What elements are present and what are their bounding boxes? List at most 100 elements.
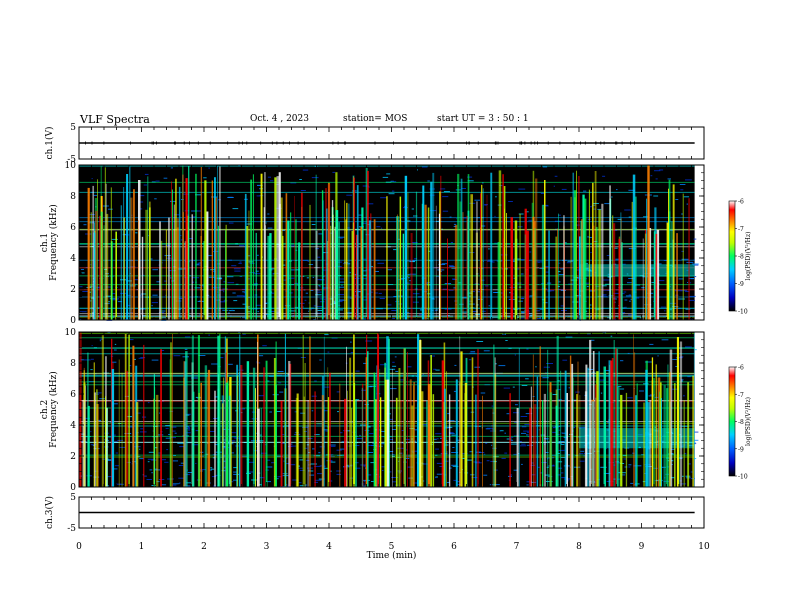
noise-speck (377, 262, 385, 264)
noise-speck (685, 179, 692, 181)
sferic-streak (365, 168, 368, 320)
noise-speck (302, 426, 309, 428)
sferic-streak (105, 396, 106, 487)
noise-speck (289, 310, 296, 312)
sferic-streak (618, 238, 621, 320)
noise-speck (526, 431, 529, 433)
noise-speck (298, 482, 302, 484)
noise-speck (391, 190, 395, 192)
sferic-streak (133, 189, 135, 320)
sferic-streak (615, 348, 617, 487)
sferic-streak (529, 407, 532, 487)
noise-speck (142, 474, 144, 476)
sferic-streak (533, 404, 537, 487)
noise-speck (361, 278, 367, 280)
noise-speck (318, 285, 321, 287)
noise-speck (214, 396, 219, 398)
sferic-streak (542, 400, 544, 487)
noise-speck (138, 357, 143, 359)
sferic-streak (104, 167, 106, 320)
noise-speck (519, 259, 526, 260)
noise-speck (179, 446, 185, 448)
sferic-streak (136, 402, 139, 487)
sferic-streak (547, 349, 549, 487)
sferic-streak (182, 212, 184, 320)
noise-speck (521, 385, 528, 386)
sferic-streak (603, 366, 606, 487)
noise-speck (509, 474, 513, 476)
noise-speck (309, 474, 315, 476)
sferic-streak (620, 394, 623, 487)
noise-speck (218, 309, 221, 311)
noise-speck (511, 443, 517, 445)
sferic-streak (177, 218, 179, 320)
noise-speck (666, 457, 672, 459)
noise-speck (398, 452, 403, 454)
sferic-streak (184, 361, 187, 487)
noise-speck (552, 394, 558, 395)
x-tick-label: 5 (389, 542, 395, 552)
noise-speck (405, 260, 411, 262)
sferic-streak (375, 399, 377, 487)
noise-speck (600, 466, 607, 468)
noise-speck (363, 465, 366, 467)
noise-speck (674, 290, 682, 292)
sferic-streak (101, 219, 103, 320)
sferic-streak (655, 364, 657, 487)
noise-speck (242, 291, 245, 293)
noise-speck (561, 432, 567, 434)
sferic-streak (443, 388, 446, 487)
sferic-streak (129, 166, 131, 320)
y-tick-label: 4 (70, 421, 76, 431)
sferic-streak (651, 357, 654, 487)
noise-speck (655, 178, 658, 180)
noise-speck (173, 355, 181, 357)
colorbar-tick-label: -9 (738, 281, 744, 288)
noise-speck (308, 302, 311, 304)
noise-speck (444, 308, 452, 310)
sferic-streak (149, 201, 151, 320)
sferic-streak (581, 219, 584, 320)
noise-speck (160, 350, 165, 351)
noise-speck (219, 357, 224, 359)
sferic-streak (647, 165, 650, 320)
noise-speck (436, 473, 444, 475)
noise-speck (196, 210, 202, 212)
sferic-streak (503, 186, 506, 320)
noise-speck (513, 412, 519, 414)
noise-speck (299, 485, 304, 487)
sferic-streak (663, 385, 666, 487)
noise-speck (217, 291, 219, 293)
noise-speck (340, 237, 343, 239)
sferic-streak (395, 397, 398, 487)
noise-speck (561, 188, 567, 190)
sferic-streak (106, 213, 109, 320)
sferic-streak (672, 184, 675, 320)
noise-speck (692, 431, 699, 433)
sferic-streak (246, 361, 250, 487)
sferic-streak (301, 192, 303, 320)
noise-speck (518, 188, 526, 190)
sferic-streak (579, 395, 581, 487)
sferic-streak (275, 341, 277, 487)
noise-speck (422, 480, 425, 482)
noise-speck (411, 242, 418, 243)
noise-speck (390, 180, 394, 182)
noise-speck (280, 442, 286, 444)
sferic-streak (130, 197, 133, 320)
sferic-streak (373, 219, 376, 320)
sferic-streak (90, 212, 92, 320)
y-tick-label: 2 (70, 285, 76, 295)
noise-speck (654, 426, 657, 428)
sferic-streak (665, 388, 669, 487)
sferic-streak (198, 392, 200, 487)
noise-speck (312, 448, 315, 450)
noise-speck (90, 358, 94, 360)
noise-speck (171, 426, 177, 428)
noise-speck (484, 204, 487, 206)
noise-speck (112, 403, 118, 405)
noise-speck (579, 460, 585, 462)
noise-speck (140, 294, 142, 296)
noise-speck (177, 442, 185, 444)
noise-speck (216, 277, 223, 279)
